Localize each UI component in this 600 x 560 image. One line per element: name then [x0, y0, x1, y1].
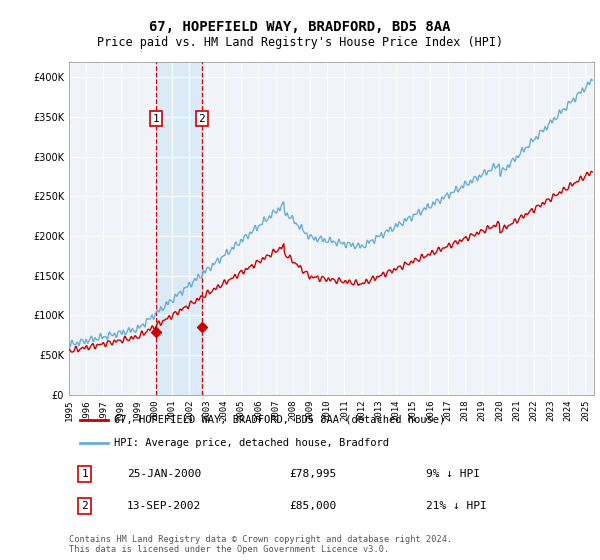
Text: 1: 1 [82, 469, 88, 479]
Text: Price paid vs. HM Land Registry's House Price Index (HPI): Price paid vs. HM Land Registry's House … [97, 36, 503, 49]
Text: 1: 1 [153, 114, 160, 124]
Text: £85,000: £85,000 [290, 501, 337, 511]
Text: £78,995: £78,995 [290, 469, 337, 479]
Text: 67, HOPEFIELD WAY, BRADFORD, BD5 8AA: 67, HOPEFIELD WAY, BRADFORD, BD5 8AA [149, 20, 451, 34]
Text: HPI: Average price, detached house, Bradford: HPI: Average price, detached house, Brad… [113, 438, 389, 448]
Bar [156, 62, 202, 395]
Text: 9% ↓ HPI: 9% ↓ HPI [426, 469, 480, 479]
Text: 13-SEP-2002: 13-SEP-2002 [127, 501, 201, 511]
Text: 21% ↓ HPI: 21% ↓ HPI [426, 501, 487, 511]
Text: 2: 2 [199, 114, 205, 124]
Text: 25-JAN-2000: 25-JAN-2000 [127, 469, 201, 479]
Text: Contains HM Land Registry data © Crown copyright and database right 2024.
This d: Contains HM Land Registry data © Crown c… [69, 535, 452, 554]
Text: 67, HOPEFIELD WAY, BRADFORD, BD5 8AA (detached house): 67, HOPEFIELD WAY, BRADFORD, BD5 8AA (de… [113, 414, 445, 424]
Text: 2: 2 [82, 501, 88, 511]
